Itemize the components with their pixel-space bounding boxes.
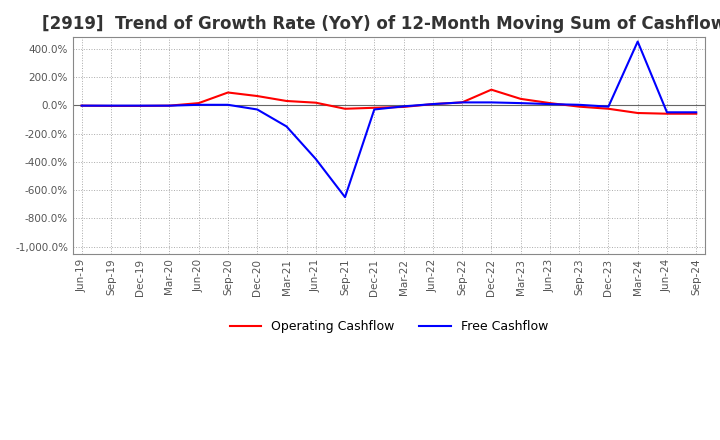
Operating Cashflow (546, 100, 554, 106)
Operating Cashflow (487, 87, 495, 92)
Operating Cashflow (165, 103, 174, 108)
Free Cashflow (194, 102, 203, 107)
Title: [2919]  Trend of Growth Rate (YoY) of 12-Month Moving Sum of Cashflows: [2919] Trend of Growth Rate (YoY) of 12-… (42, 15, 720, 33)
Free Cashflow (341, 194, 349, 200)
Free Cashflow (224, 102, 233, 107)
Operating Cashflow (282, 99, 291, 104)
Line: Free Cashflow: Free Cashflow (81, 41, 696, 197)
Free Cashflow (516, 100, 525, 106)
Free Cashflow (428, 102, 437, 107)
Operating Cashflow (312, 100, 320, 105)
Legend: Operating Cashflow, Free Cashflow: Operating Cashflow, Free Cashflow (225, 315, 553, 338)
Free Cashflow (370, 107, 379, 112)
Free Cashflow (487, 100, 495, 105)
Line: Operating Cashflow: Operating Cashflow (81, 90, 696, 114)
Operating Cashflow (428, 102, 437, 107)
Free Cashflow (165, 103, 174, 108)
Operating Cashflow (253, 93, 261, 99)
Free Cashflow (400, 104, 408, 109)
Operating Cashflow (604, 106, 613, 111)
Operating Cashflow (136, 103, 145, 109)
Free Cashflow (312, 156, 320, 161)
Free Cashflow (458, 100, 467, 105)
Operating Cashflow (194, 100, 203, 106)
Operating Cashflow (107, 103, 115, 109)
Operating Cashflow (224, 90, 233, 95)
Free Cashflow (604, 104, 613, 109)
Free Cashflow (253, 107, 261, 112)
Operating Cashflow (400, 104, 408, 110)
Free Cashflow (136, 103, 145, 108)
Free Cashflow (634, 39, 642, 44)
Free Cashflow (692, 110, 701, 115)
Operating Cashflow (662, 111, 671, 116)
Operating Cashflow (516, 96, 525, 102)
Operating Cashflow (575, 104, 583, 109)
Operating Cashflow (341, 106, 349, 111)
Operating Cashflow (77, 103, 86, 108)
Free Cashflow (662, 110, 671, 115)
Free Cashflow (282, 124, 291, 129)
Free Cashflow (107, 103, 115, 108)
Free Cashflow (546, 102, 554, 107)
Operating Cashflow (458, 100, 467, 105)
Free Cashflow (77, 103, 86, 108)
Operating Cashflow (692, 111, 701, 116)
Operating Cashflow (634, 110, 642, 116)
Free Cashflow (575, 102, 583, 107)
Operating Cashflow (370, 105, 379, 110)
